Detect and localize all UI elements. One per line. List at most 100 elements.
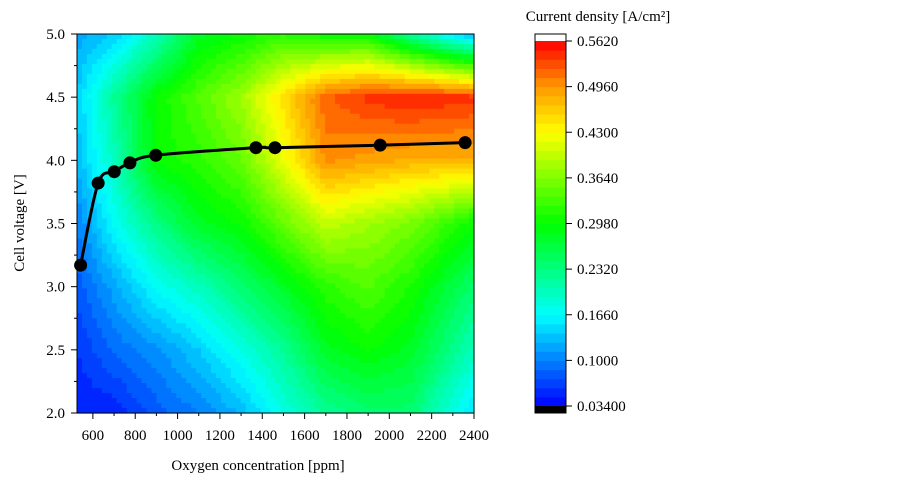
heatmap-cell	[240, 343, 247, 349]
heatmap-cell	[206, 133, 212, 140]
heatmap-cell	[424, 193, 430, 200]
heatmap-cell	[459, 53, 465, 60]
heatmap-cell	[181, 83, 187, 90]
heatmap-cell	[196, 258, 202, 264]
heatmap-cell	[215, 158, 222, 165]
heatmap-cell	[300, 318, 306, 324]
heatmap-cell	[215, 173, 222, 180]
heatmap-cell	[439, 298, 445, 304]
heatmap-cell	[335, 123, 341, 130]
heatmap-cell	[235, 213, 242, 220]
heatmap-cell	[96, 338, 103, 344]
heatmap-cell	[146, 328, 153, 334]
heatmap-cell	[354, 303, 361, 309]
heatmap-cell	[454, 153, 460, 160]
heatmap-cell	[196, 88, 202, 95]
heatmap-cell	[409, 328, 416, 334]
heatmap-cell	[191, 58, 197, 65]
heatmap-cell	[379, 293, 386, 299]
heatmap-cell	[354, 188, 361, 195]
heatmap-cell	[429, 43, 435, 50]
heatmap-cell	[206, 338, 212, 344]
heatmap-cell	[181, 178, 187, 185]
heatmap-cell	[225, 343, 232, 349]
heatmap-cell	[454, 208, 460, 215]
heatmap-cell	[335, 43, 341, 50]
heatmap-cell	[449, 198, 455, 205]
heatmap-cell	[245, 208, 252, 215]
heatmap-cell	[136, 48, 143, 55]
heatmap-cell	[429, 203, 435, 210]
heatmap-cell	[270, 338, 277, 344]
heatmap-cell	[176, 98, 182, 105]
heatmap-cell	[429, 313, 435, 319]
heatmap-cell	[210, 168, 217, 175]
heatmap-cell	[210, 293, 217, 299]
heatmap-cell	[121, 113, 128, 120]
heatmap-cell	[156, 143, 162, 150]
heatmap-cell	[449, 263, 455, 269]
heatmap-cell	[166, 273, 172, 279]
heatmap-cell	[136, 313, 143, 319]
heatmap-cell	[464, 183, 470, 190]
heatmap-cell	[275, 188, 282, 195]
heatmap-cell	[166, 188, 172, 195]
heatmap-cell	[285, 283, 291, 289]
heatmap-cell	[191, 188, 197, 195]
heatmap-cell	[469, 148, 475, 155]
heatmap-cell	[151, 323, 157, 329]
heatmap-cell	[186, 308, 192, 314]
heatmap-cell	[141, 203, 148, 210]
heatmap-cell	[206, 163, 212, 170]
heatmap-cell	[196, 223, 202, 230]
heatmap-cell	[434, 113, 440, 120]
heatmap-cell	[255, 333, 262, 339]
heatmap-cell	[255, 228, 262, 235]
heatmap-cell	[196, 278, 202, 284]
heatmap-cell	[245, 283, 252, 289]
heatmap-cell	[255, 238, 262, 245]
heatmap-cell	[349, 208, 356, 215]
heatmap-cell	[449, 113, 455, 120]
heatmap-cell	[439, 113, 445, 120]
heatmap-cell	[156, 323, 162, 329]
heatmap-cell	[215, 178, 222, 185]
heatmap-cell	[280, 128, 287, 135]
heatmap-cell	[300, 148, 306, 155]
heatmap-cell	[330, 63, 336, 70]
heatmap-cell	[459, 223, 465, 230]
heatmap-cell	[325, 128, 331, 135]
heatmap-cell	[379, 218, 386, 225]
heatmap-cell	[151, 318, 157, 324]
heatmap-cell	[270, 53, 277, 60]
heatmap-cell	[399, 248, 406, 255]
heatmap-cell	[419, 248, 425, 255]
heatmap-cell	[384, 68, 391, 75]
heatmap-cell	[260, 133, 267, 140]
heatmap-cell	[215, 243, 222, 250]
heatmap-cell	[161, 308, 167, 314]
heatmap-cell	[444, 233, 450, 240]
heatmap-cell	[404, 38, 411, 45]
heatmap-cell	[444, 163, 450, 170]
heatmap-cell	[210, 178, 217, 185]
heatmap-cell	[275, 113, 282, 120]
heatmap-cell	[389, 178, 396, 185]
heatmap-cell	[270, 58, 277, 65]
heatmap-cell	[414, 243, 421, 250]
heatmap-cell	[116, 258, 123, 264]
heatmap-cell	[389, 328, 396, 334]
heatmap-cell	[161, 238, 167, 245]
heatmap-cell	[369, 243, 376, 250]
heatmap-cell	[444, 118, 450, 125]
heatmap-cell	[191, 178, 197, 185]
heatmap-cell	[206, 38, 212, 45]
heatmap-cell	[156, 313, 162, 319]
heatmap-cell	[469, 308, 475, 314]
heatmap-cell	[330, 308, 336, 314]
heatmap-cell	[369, 293, 376, 299]
heatmap-cell	[290, 288, 296, 294]
heatmap-cell	[469, 203, 475, 210]
heatmap-cell	[181, 158, 187, 165]
heatmap-cell	[374, 43, 381, 50]
